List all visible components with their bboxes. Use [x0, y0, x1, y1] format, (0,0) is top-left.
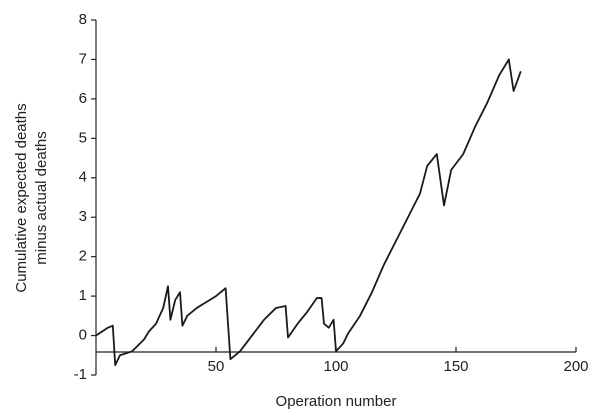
x-tick-label: 200: [563, 358, 588, 375]
y-tick-label: 1: [79, 287, 87, 304]
y-tick-label: 5: [79, 129, 87, 146]
y-tick-label: 2: [79, 248, 87, 265]
y-tick-label: 4: [79, 169, 87, 186]
y-tick-label: 8: [79, 11, 87, 28]
y-tick-label: -1: [74, 366, 87, 383]
y-tick-label: 6: [79, 90, 87, 107]
y-tick-label: 0: [79, 327, 87, 344]
x-tick-label: 150: [443, 358, 468, 375]
y-axis-label: Cumulative expected deaths: [13, 103, 30, 292]
x-axis-label: Operation number: [276, 393, 397, 410]
x-tick-label: 100: [323, 358, 348, 375]
x-tick-label: 50: [208, 358, 225, 375]
y-axis-label: minus actual deaths: [33, 131, 50, 264]
data-line: [95, 58, 522, 367]
y-tick-label: 7: [79, 50, 87, 67]
y-tick-label: 3: [79, 208, 87, 225]
